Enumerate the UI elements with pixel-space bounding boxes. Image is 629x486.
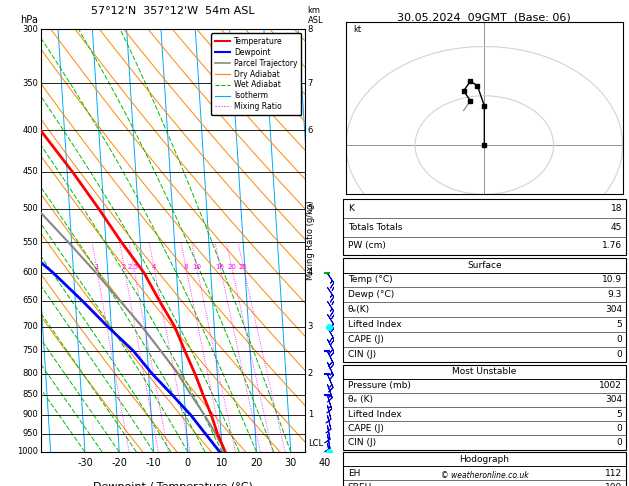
Text: 5: 5 <box>616 320 622 329</box>
Text: -20: -20 <box>111 458 127 469</box>
Text: 800: 800 <box>23 369 38 378</box>
Text: Totals Totals: Totals Totals <box>348 223 402 232</box>
Text: 0: 0 <box>185 458 191 469</box>
Text: SREH: SREH <box>348 483 372 486</box>
Text: K: K <box>348 204 353 213</box>
Text: 16: 16 <box>216 264 225 270</box>
Text: Lifted Index: Lifted Index <box>348 320 401 329</box>
Legend: Temperature, Dewpoint, Parcel Trajectory, Dry Adiabat, Wet Adiabat, Isotherm, Mi: Temperature, Dewpoint, Parcel Trajectory… <box>211 33 301 115</box>
Text: Most Unstable: Most Unstable <box>452 367 516 376</box>
Text: 100: 100 <box>605 483 622 486</box>
Text: kt: kt <box>353 25 361 34</box>
Text: 20: 20 <box>227 264 236 270</box>
Text: Pressure (mb): Pressure (mb) <box>348 381 411 390</box>
Text: 1: 1 <box>308 411 313 419</box>
Text: 400: 400 <box>23 126 38 135</box>
Text: Hodograph: Hodograph <box>459 454 509 464</box>
Text: 0: 0 <box>616 438 622 447</box>
Text: 1000: 1000 <box>17 448 38 456</box>
Text: 10: 10 <box>192 264 201 270</box>
Text: 20: 20 <box>250 458 263 469</box>
Text: CIN (J): CIN (J) <box>348 438 376 447</box>
Text: 950: 950 <box>23 430 38 438</box>
Text: -10: -10 <box>146 458 162 469</box>
Text: 700: 700 <box>23 322 38 331</box>
Text: 10: 10 <box>216 458 228 469</box>
Text: 1: 1 <box>94 264 99 270</box>
Text: 0: 0 <box>616 350 622 359</box>
Text: 850: 850 <box>23 390 38 399</box>
Text: 650: 650 <box>23 296 38 305</box>
Text: θₑ (K): θₑ (K) <box>348 396 373 404</box>
Text: 4: 4 <box>152 264 156 270</box>
Text: 112: 112 <box>605 469 622 478</box>
Text: 57°12'N  357°12'W  54m ASL: 57°12'N 357°12'W 54m ASL <box>91 6 255 17</box>
Text: 25: 25 <box>239 264 248 270</box>
Text: © weatheronline.co.uk: © weatheronline.co.uk <box>440 471 528 480</box>
Text: 9.3: 9.3 <box>608 291 622 299</box>
Text: -30: -30 <box>77 458 93 469</box>
Text: Mixing Ratio (g/kg): Mixing Ratio (g/kg) <box>306 201 314 280</box>
Text: 0: 0 <box>616 424 622 433</box>
Text: 3: 3 <box>308 322 313 331</box>
Text: Surface: Surface <box>467 260 502 270</box>
Text: 8: 8 <box>184 264 188 270</box>
Text: 45: 45 <box>611 223 622 232</box>
Text: CAPE (J): CAPE (J) <box>348 335 384 344</box>
Text: 1002: 1002 <box>599 381 622 390</box>
Text: 550: 550 <box>23 238 38 246</box>
Text: 4: 4 <box>308 268 313 277</box>
Text: 0: 0 <box>616 335 622 344</box>
Text: 5: 5 <box>308 204 313 213</box>
Text: θₑ(K): θₑ(K) <box>348 305 370 314</box>
Text: 600: 600 <box>23 268 38 277</box>
Text: 5: 5 <box>616 410 622 418</box>
Text: Dewpoint / Temperature (°C): Dewpoint / Temperature (°C) <box>93 482 253 486</box>
Text: 2: 2 <box>122 264 126 270</box>
Text: hPa: hPa <box>20 15 38 25</box>
Text: 350: 350 <box>23 79 38 88</box>
Text: Dewp (°C): Dewp (°C) <box>348 291 394 299</box>
Text: 30: 30 <box>285 458 297 469</box>
Text: 304: 304 <box>605 305 622 314</box>
Text: 30.05.2024  09GMT  (Base: 06): 30.05.2024 09GMT (Base: 06) <box>398 12 571 22</box>
Text: CAPE (J): CAPE (J) <box>348 424 384 433</box>
Text: 900: 900 <box>23 411 38 419</box>
Text: 1.76: 1.76 <box>602 242 622 250</box>
Text: 7: 7 <box>308 79 313 88</box>
Text: 8: 8 <box>308 25 313 34</box>
Text: 2: 2 <box>308 369 313 378</box>
Text: 10.9: 10.9 <box>602 276 622 284</box>
Text: 40: 40 <box>319 458 331 469</box>
Text: CIN (J): CIN (J) <box>348 350 376 359</box>
Text: 304: 304 <box>605 396 622 404</box>
Text: EH: EH <box>348 469 360 478</box>
Text: PW (cm): PW (cm) <box>348 242 386 250</box>
Text: 500: 500 <box>23 204 38 213</box>
Text: 300: 300 <box>23 25 38 34</box>
Text: LCL: LCL <box>308 438 323 448</box>
Text: 450: 450 <box>23 167 38 176</box>
Text: Temp (°C): Temp (°C) <box>348 276 392 284</box>
Text: 18: 18 <box>611 204 622 213</box>
Text: km
ASL: km ASL <box>308 5 323 25</box>
Text: 6: 6 <box>308 126 313 135</box>
Text: Lifted Index: Lifted Index <box>348 410 401 418</box>
Text: 750: 750 <box>23 347 38 355</box>
Text: 2.5: 2.5 <box>128 264 139 270</box>
